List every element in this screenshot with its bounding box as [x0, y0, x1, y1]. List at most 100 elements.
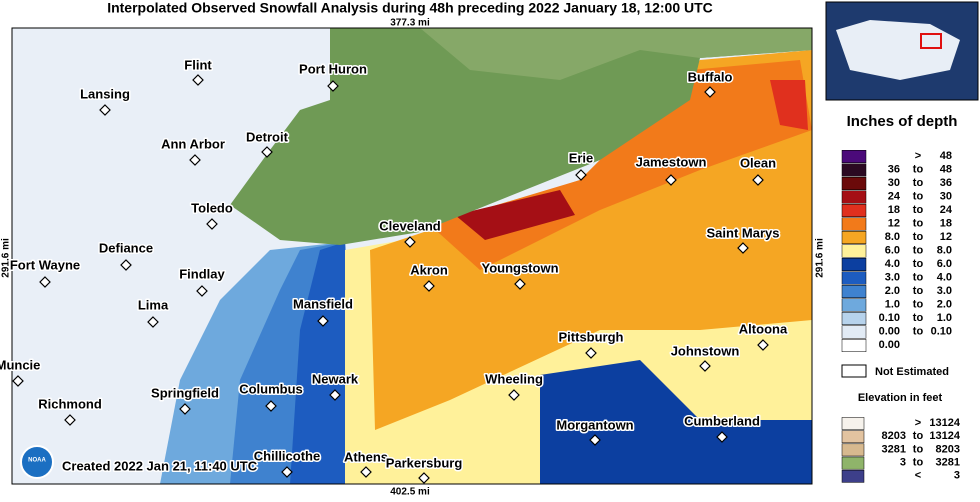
- legend-low: 0.00: [879, 339, 900, 351]
- city-marker: [585, 347, 597, 359]
- legend-low: 8.0: [885, 231, 900, 243]
- city-label: Springfield: [151, 385, 219, 400]
- city-marker: [327, 80, 339, 92]
- legend-low: 0.10: [879, 312, 900, 324]
- city-marker: [147, 316, 159, 328]
- legend-low: 12: [888, 217, 900, 229]
- city-marker: [575, 169, 587, 181]
- city-marker: [12, 375, 24, 387]
- legend-low: 30: [888, 177, 900, 189]
- city-marker: [508, 389, 520, 401]
- city-marker: [196, 285, 208, 297]
- city-marker: [360, 466, 372, 478]
- city-label: Newark: [312, 371, 359, 386]
- legend-swatch: [841, 204, 867, 217]
- legend-swatch: [841, 150, 867, 163]
- legend-low: 3.0: [885, 271, 900, 283]
- city-label: Chillicothe: [254, 448, 320, 463]
- city-marker: [514, 278, 526, 290]
- city-marker: [757, 339, 769, 351]
- city-marker: [699, 360, 711, 372]
- legend-low: 3281: [882, 443, 906, 455]
- city-label: Findlay: [179, 266, 225, 281]
- legend-low: 0.00: [879, 325, 900, 337]
- city-marker: [179, 403, 191, 415]
- legend-swatch: [841, 258, 867, 271]
- city-label: Morgantown: [556, 417, 633, 432]
- legend-low: 24: [888, 190, 901, 202]
- legend-swatch: [841, 298, 867, 312]
- city-label: Columbus: [239, 381, 303, 396]
- legend-high: 0.10: [931, 325, 952, 337]
- legend-high: 36: [940, 177, 952, 189]
- inset-box: [920, 33, 942, 49]
- legend-high: 3: [954, 470, 960, 482]
- city-marker: [206, 218, 218, 230]
- logo-text: NOAA: [28, 458, 46, 464]
- legend-high: 18: [940, 217, 952, 229]
- city-marker: [281, 466, 293, 478]
- city-label: Lansing: [80, 86, 130, 101]
- legend-sep: >: [915, 417, 921, 429]
- legend-swatch: [841, 339, 867, 352]
- city-label: Lima: [138, 297, 169, 312]
- legend-high: 3.0: [937, 285, 952, 297]
- city-label: Jamestown: [636, 154, 707, 169]
- city-marker: [120, 259, 132, 271]
- legend-high: 48: [940, 163, 952, 175]
- elevation-title: Elevation in feet: [858, 392, 943, 404]
- legend-sep: to: [913, 204, 924, 216]
- legend-high: 6.0: [937, 258, 952, 270]
- city-label: Richmond: [38, 396, 102, 411]
- lakes: [230, 28, 812, 245]
- city-marker: [423, 280, 435, 292]
- legend-high: 2.0: [937, 298, 952, 310]
- legend-low: 8203: [882, 430, 906, 442]
- legend-swatch: [841, 271, 867, 285]
- legend-low: 18: [888, 204, 900, 216]
- legend-high: 3281: [936, 457, 960, 469]
- map-frame: [11, 27, 813, 485]
- city-marker: [418, 472, 430, 484]
- canada: [420, 28, 812, 80]
- city-marker: [192, 74, 204, 86]
- city-marker: [737, 242, 749, 254]
- legend-sep: to: [913, 325, 924, 337]
- right-scale: 291.6 mi: [815, 238, 826, 278]
- city-marker: [261, 146, 273, 158]
- legend-sep: to: [913, 177, 924, 189]
- city-label: Erie: [569, 150, 594, 165]
- city-label: Wheeling: [485, 371, 543, 386]
- left-scale: 291.6 mi: [1, 238, 12, 278]
- legend-title: Inches of depth: [847, 113, 958, 130]
- city-marker: [589, 434, 601, 446]
- city-label: Cumberland: [684, 413, 760, 428]
- legend-sep: to: [913, 430, 924, 442]
- legend-swatch: [841, 244, 867, 258]
- legend-swatch: [841, 312, 867, 325]
- snow-red: [770, 80, 808, 130]
- city-label: Olean: [740, 155, 776, 170]
- city-label: Fort Wayne: [10, 257, 80, 272]
- created-note: Created 2022 Jan 21, 11:40 UTC: [62, 458, 258, 473]
- legend-swatch: [841, 163, 867, 177]
- legend-sep: to: [913, 312, 924, 324]
- city-label: Muncie: [0, 357, 40, 372]
- city-marker: [752, 174, 764, 186]
- city-label: Buffalo: [688, 69, 733, 84]
- bottom-scale: 402.5 mi: [390, 487, 430, 498]
- legend-sep: <: [915, 470, 921, 482]
- city-marker: [189, 154, 201, 166]
- legend-swatch: [841, 190, 867, 204]
- legend-low: 3: [900, 457, 906, 469]
- snow-dark-blue: [290, 242, 360, 484]
- legend-sep: >: [915, 150, 921, 162]
- legend-swatch: [841, 231, 867, 244]
- legend-high: 24: [940, 204, 953, 216]
- city-label: Detroit: [246, 129, 289, 144]
- legend-sep: to: [913, 298, 924, 310]
- legend-swatch: [841, 456, 865, 470]
- legend-sep: to: [913, 231, 924, 243]
- city-label: Parkersburg: [386, 455, 463, 470]
